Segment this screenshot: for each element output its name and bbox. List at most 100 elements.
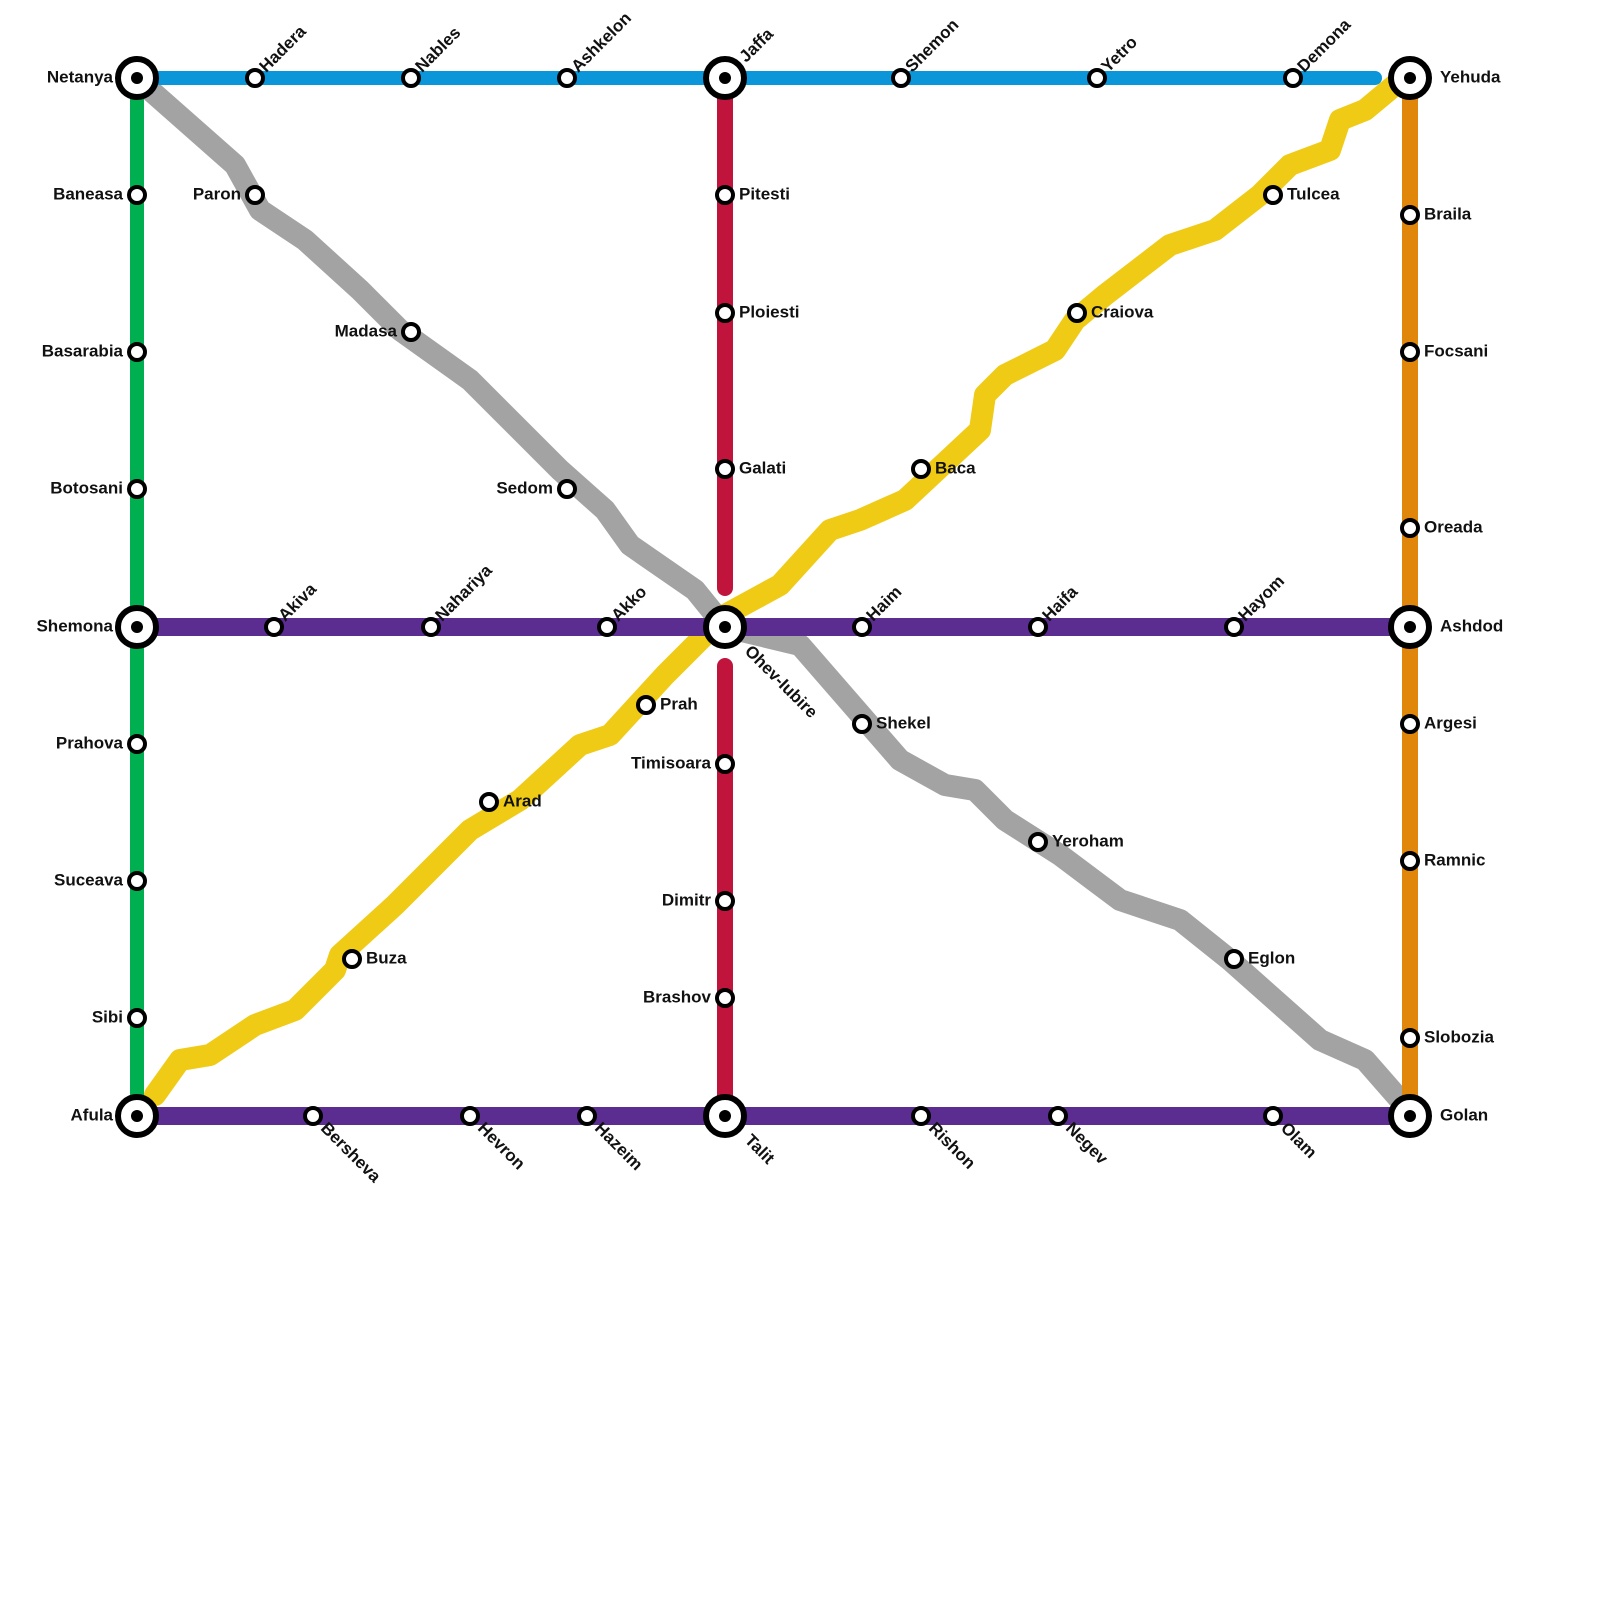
station-label: Baca [935, 458, 976, 477]
station [715, 303, 735, 323]
station [1283, 68, 1303, 88]
station-label: Eglon [1248, 948, 1295, 967]
station-label: Yehuda [1440, 67, 1501, 86]
station [401, 322, 421, 342]
station [715, 988, 735, 1008]
station-label: Shemon [902, 15, 963, 76]
station-label: Shekel [876, 713, 931, 732]
station-label: Buza [366, 948, 407, 967]
station [715, 185, 735, 205]
station-label: Madasa [335, 321, 398, 340]
station [1048, 1106, 1068, 1126]
station [1263, 185, 1283, 205]
station [1400, 714, 1420, 734]
station-label: Suceava [54, 870, 124, 889]
station [401, 68, 421, 88]
station-label: Argesi [1424, 713, 1477, 732]
station-label: Ashkelon [568, 8, 636, 76]
station [460, 1106, 480, 1126]
station [1224, 617, 1244, 637]
interchange-dot [719, 621, 731, 633]
station [1224, 949, 1244, 969]
station-label: Craiova [1091, 302, 1154, 321]
yellow-line [144, 74, 1406, 1106]
station [911, 459, 931, 479]
station [715, 754, 735, 774]
station-label: Afula [71, 1105, 114, 1124]
station [1067, 303, 1087, 323]
station-label: Rishon [925, 1119, 979, 1173]
station [577, 1106, 597, 1126]
station-label: Ashdod [1440, 616, 1503, 635]
station-label: Tulcea [1287, 184, 1340, 203]
station-label: Timisoara [631, 753, 712, 772]
station [715, 891, 735, 911]
station [1400, 205, 1420, 225]
station [911, 1106, 931, 1126]
station-label: Olam [1277, 1119, 1321, 1163]
station [479, 792, 499, 812]
station-label: Bersheva [317, 1119, 385, 1187]
station-label: Sibi [92, 1007, 123, 1026]
station-label: Yetro [1098, 32, 1142, 76]
station-label: Galati [739, 458, 786, 477]
station [1028, 617, 1048, 637]
station-label: Negev [1062, 1119, 1112, 1169]
interchange-dot [131, 1110, 143, 1122]
station [264, 617, 284, 637]
station [852, 617, 872, 637]
station [557, 68, 577, 88]
station [421, 617, 441, 637]
station-label: Ramnic [1424, 850, 1485, 869]
station-label: Pitesti [739, 184, 790, 203]
station-label: Shemona [36, 616, 113, 635]
station [557, 479, 577, 499]
station-label: Nables [412, 23, 465, 76]
interchange-dot [1404, 621, 1416, 633]
station-label: Hadera [256, 21, 311, 76]
station [1400, 518, 1420, 538]
interchange-dot [1404, 72, 1416, 84]
station-label: Slobozia [1424, 1027, 1494, 1046]
station-label: Dimitr [662, 890, 712, 909]
lines [128, 70, 1419, 1125]
station-label: Yeroham [1052, 831, 1124, 850]
station-label: Braila [1424, 204, 1472, 223]
station [303, 1106, 323, 1126]
station-label: Oreada [1424, 517, 1483, 536]
station-label: Prah [660, 694, 698, 713]
station-label: Hayom [1235, 571, 1289, 625]
station [127, 479, 147, 499]
station [127, 185, 147, 205]
station-label: Paron [193, 184, 241, 203]
station [1400, 851, 1420, 871]
station-label: Botosani [50, 478, 123, 497]
station [245, 185, 265, 205]
station-label: Jaffa [736, 24, 778, 66]
interchange-dot [131, 621, 143, 633]
station [1087, 68, 1107, 88]
station [852, 714, 872, 734]
station [1400, 342, 1420, 362]
station-label: Prahova [56, 733, 124, 752]
station [127, 1008, 147, 1028]
station-label: Nahariya [432, 560, 497, 625]
station [127, 871, 147, 891]
station [245, 68, 265, 88]
station-label: Basarabia [42, 341, 124, 360]
station [1400, 1028, 1420, 1048]
station-label: Hazeim [591, 1119, 647, 1175]
station-label: Arad [503, 791, 542, 810]
station [636, 695, 656, 715]
station-label: Talit [741, 1131, 778, 1168]
station-label: Ploiesti [739, 302, 799, 321]
interchange-dot [1404, 1110, 1416, 1122]
interchange-dot [719, 72, 731, 84]
station-label: Demona [1294, 15, 1355, 76]
station-label: Netanya [47, 67, 114, 86]
station [1028, 832, 1048, 852]
station [127, 342, 147, 362]
station-label: Golan [1440, 1105, 1488, 1124]
station-label: Focsani [1424, 341, 1488, 360]
